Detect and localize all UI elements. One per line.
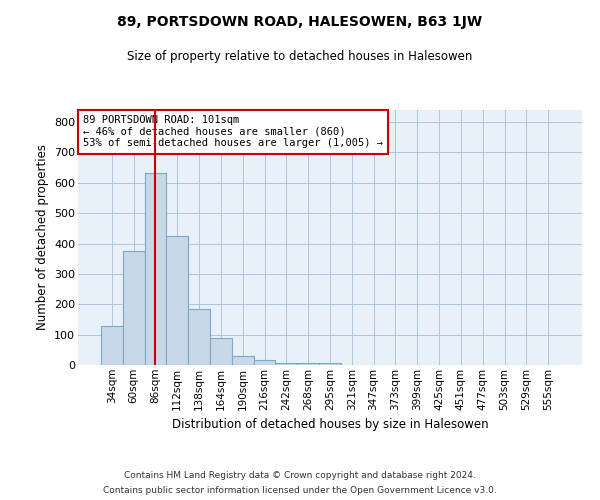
- Bar: [101, 326, 123, 365]
- Y-axis label: Number of detached properties: Number of detached properties: [35, 144, 49, 330]
- Bar: [232, 356, 254, 365]
- Bar: [297, 362, 319, 365]
- Bar: [275, 362, 297, 365]
- Bar: [254, 360, 275, 365]
- Bar: [210, 338, 232, 365]
- Bar: [145, 173, 166, 365]
- Text: 89, PORTSDOWN ROAD, HALESOWEN, B63 1JW: 89, PORTSDOWN ROAD, HALESOWEN, B63 1JW: [118, 15, 482, 29]
- Bar: [166, 236, 188, 365]
- Text: Contains HM Land Registry data © Crown copyright and database right 2024.: Contains HM Land Registry data © Crown c…: [124, 471, 476, 480]
- Text: Size of property relative to detached houses in Halesowen: Size of property relative to detached ho…: [127, 50, 473, 63]
- X-axis label: Distribution of detached houses by size in Halesowen: Distribution of detached houses by size …: [172, 418, 488, 431]
- Text: 89 PORTSDOWN ROAD: 101sqm
← 46% of detached houses are smaller (860)
53% of semi: 89 PORTSDOWN ROAD: 101sqm ← 46% of detac…: [83, 115, 383, 148]
- Text: Contains public sector information licensed under the Open Government Licence v3: Contains public sector information licen…: [103, 486, 497, 495]
- Bar: [188, 309, 210, 365]
- Bar: [123, 251, 145, 365]
- Bar: [319, 362, 341, 365]
